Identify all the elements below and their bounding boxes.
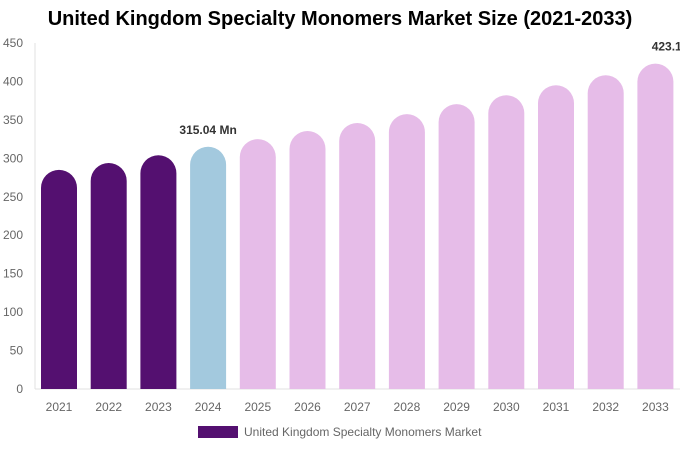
y-tick-label: 150 — [3, 267, 23, 281]
data-label: 423.12 Mn — [652, 40, 680, 54]
x-tick-label: 2026 — [294, 400, 321, 414]
y-tick-label: 400 — [3, 74, 23, 88]
x-tick-label: 2033 — [642, 400, 669, 414]
x-tick-label: 2022 — [95, 400, 122, 414]
x-tick-label: 2027 — [344, 400, 371, 414]
bar-2033 — [637, 63, 674, 390]
x-tick-label: 2021 — [46, 400, 73, 414]
x-tick-label: 2029 — [443, 400, 470, 414]
x-tick-label: 2028 — [394, 400, 421, 414]
x-tick-label: 2032 — [592, 400, 619, 414]
chart-title: United Kingdom Specialty Monomers Market… — [47, 8, 633, 30]
y-tick-label: 300 — [3, 151, 23, 165]
bar-2031 — [538, 85, 574, 390]
data-label: 315.04 Mn — [179, 123, 236, 137]
x-tick-label: 2031 — [543, 400, 570, 414]
bar-2021 — [41, 169, 77, 389]
bar-2025 — [239, 139, 276, 389]
legend-swatch — [198, 426, 238, 438]
y-tick-label: 350 — [3, 113, 23, 127]
y-tick-label: 50 — [10, 344, 24, 358]
x-tick-label: 2024 — [195, 400, 222, 414]
x-tick-label: 2023 — [145, 400, 172, 414]
bar-2024 — [190, 146, 227, 389]
y-tick-label: 450 — [3, 36, 23, 50]
bar-2032 — [587, 75, 624, 389]
x-tick-label: 2030 — [493, 400, 520, 414]
bar-2028 — [388, 114, 425, 389]
x-tick-label: 2025 — [244, 400, 271, 414]
bar-2026 — [289, 131, 326, 389]
y-tick-label: 250 — [3, 190, 23, 204]
legend-label: United Kingdom Specialty Monomers Market — [244, 425, 482, 439]
y-tick-label: 200 — [3, 228, 23, 242]
bar-2030 — [488, 95, 525, 389]
legend: United Kingdom Specialty Monomers Market — [198, 425, 481, 439]
bar-2027 — [339, 122, 376, 390]
bar-2022 — [90, 162, 127, 389]
y-tick-label: 100 — [3, 305, 23, 319]
bar-2023 — [140, 155, 177, 389]
y-tick-label: 0 — [16, 382, 23, 396]
bar-2029 — [438, 104, 475, 390]
